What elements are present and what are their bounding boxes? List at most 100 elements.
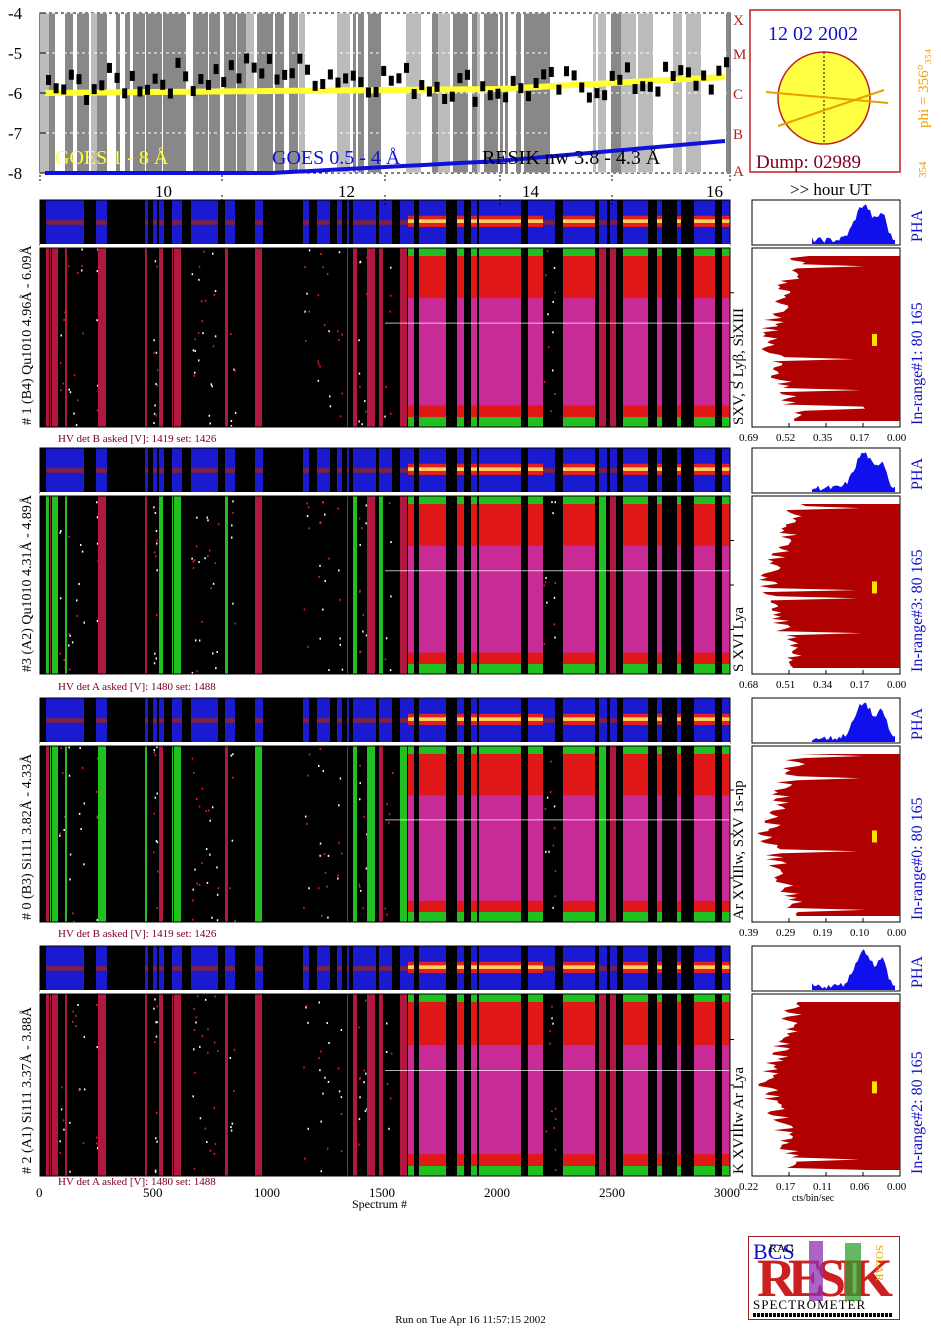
spectrum-speckle (193, 371, 196, 374)
resik-point (106, 62, 112, 73)
spectrum-speckle (62, 1119, 65, 1122)
spectrum-speckle (339, 643, 342, 646)
spectrum-speckle (390, 266, 392, 269)
pha-strip-core (433, 965, 436, 969)
spectrum-speckle (231, 524, 233, 527)
resik-point (396, 73, 402, 84)
spectrum-column-edge (657, 496, 662, 504)
spectrum-speckle (217, 887, 220, 890)
spectrum-speckle (196, 882, 199, 885)
pha-strip-core (528, 965, 531, 969)
pha-label: PHA (909, 708, 926, 740)
pha-strip-core (537, 219, 543, 223)
spectrum-speckle (320, 252, 322, 255)
spectrum-column-edge (722, 994, 730, 1002)
spectrum-column-edge (473, 912, 477, 922)
pha-strip-core (433, 467, 436, 471)
spectrum-speckle (229, 1056, 232, 1059)
pha-strip-peak (225, 966, 229, 971)
spectrum-column (65, 248, 67, 427)
spectrum-speckle (358, 798, 361, 801)
pha-strip-peak (367, 468, 376, 473)
spectrum-column-edge (419, 496, 425, 504)
spectrum-speckle (317, 363, 320, 366)
spectrum-column-core (700, 1044, 702, 1155)
spectrum-speckle (78, 582, 80, 585)
pha-strip-core (593, 219, 595, 223)
pha-strip-core (494, 965, 496, 969)
pha-strip-core (710, 219, 715, 223)
pha-strip-peak (347, 468, 349, 473)
pha-strip-peak (367, 220, 376, 225)
spectrum-speckle (391, 772, 394, 775)
spectrum-column-edge (419, 746, 425, 754)
pha-strip-core (646, 965, 648, 969)
spectrum-speckle (544, 581, 547, 584)
pha-strip-core (512, 965, 521, 969)
pha-strip-core (657, 717, 662, 721)
spectrum-column-edge (639, 248, 646, 256)
spectrum-speckle (96, 542, 99, 545)
spectrum-speckle (319, 521, 321, 524)
spectrum-column-edge (710, 912, 715, 922)
pha-strip-peak (98, 718, 107, 723)
spectrum-column-core (702, 298, 710, 406)
spectrum-speckle (317, 379, 320, 382)
resik-point (327, 69, 333, 80)
spectrum-column-core (568, 1044, 571, 1155)
resik-point (175, 57, 181, 68)
phi-label: phi = 356°₃₅₄ (916, 49, 932, 128)
spectrum-column-edge (503, 417, 512, 427)
spectrum-speckle (156, 542, 158, 545)
spectrum-column-core (563, 298, 568, 406)
spectrum-column-edge (568, 912, 571, 922)
spectrum-column-edge (710, 248, 715, 256)
spectrum-column-core (537, 1044, 543, 1155)
spectrum-column-core (479, 545, 482, 653)
spectrum-speckle (230, 333, 232, 336)
spectrum-speckle (192, 899, 194, 902)
spectrum-speckle (64, 311, 66, 314)
spectrum-column-edge (419, 417, 425, 427)
pha-strip-peak (68, 468, 76, 473)
spectrum-speckle (363, 815, 365, 818)
spectrum-speckle (338, 804, 340, 807)
spectrum-column-edge (575, 1166, 584, 1176)
spectrum-speckle (68, 388, 70, 391)
spectrum-column (367, 248, 375, 427)
spectrum-column-core (710, 545, 715, 653)
pha-strip-peak (360, 220, 367, 225)
spectrum-column-edge (631, 248, 639, 256)
spectrum-column-core (677, 298, 681, 406)
spectrum-speckle (96, 409, 99, 412)
spectrum-column-core (639, 298, 646, 406)
spectrum-speckle (69, 1170, 71, 1173)
pha-strip-core (427, 467, 433, 471)
spectrum-speckle (386, 1022, 388, 1025)
resik-point (556, 84, 562, 95)
spectrum-speckle (207, 555, 209, 558)
spectrum-speckle (390, 1052, 393, 1055)
spectrum-column-edge (425, 496, 427, 504)
pha-histogram: PHA (751, 697, 926, 744)
spectrum-speckle (303, 906, 305, 909)
spectrum-speckle (234, 411, 237, 414)
resik-point (419, 80, 425, 91)
spectrum-speckle (81, 248, 83, 251)
spectrum-speckle (308, 527, 311, 530)
resik-point (708, 84, 714, 95)
spectrum-column-core (528, 1044, 531, 1155)
pha-strip-core (433, 219, 436, 223)
spectrum-speckle (81, 265, 83, 268)
detector-panels: # 1 (B4) Qu1010 4.96Å - 6.09Å SXV, S Lyβ,… (19, 195, 926, 1211)
spectrum-column-edge (494, 1166, 496, 1176)
resik-point (183, 71, 189, 82)
resik-point (647, 81, 653, 92)
spectrum-speckle (78, 1089, 80, 1092)
spectrum-column (367, 496, 375, 674)
spectrum-column-edge (503, 248, 512, 256)
spectrum-column-edge (492, 664, 494, 674)
spectrum-speckle (386, 803, 388, 806)
spectrum-speckle (69, 391, 72, 394)
pha-strip-core (419, 965, 425, 969)
